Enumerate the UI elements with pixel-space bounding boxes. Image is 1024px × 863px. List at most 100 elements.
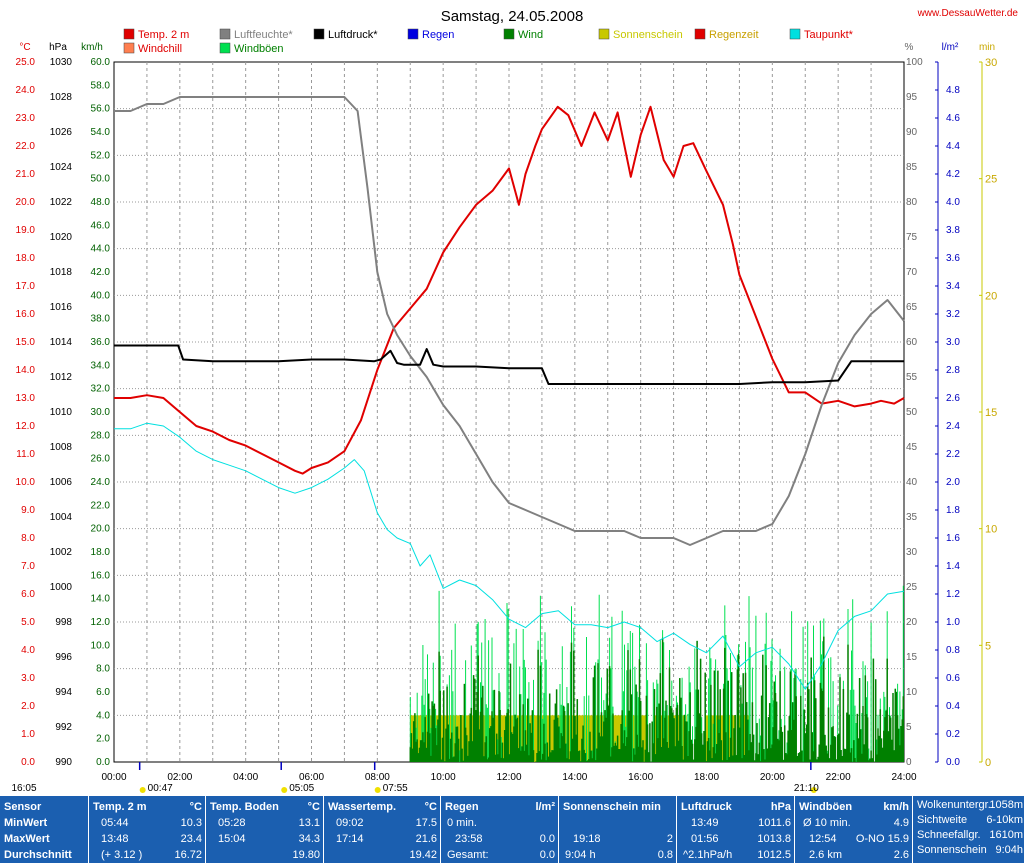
pressure-tick-label: 1022: [50, 197, 73, 208]
temp-tick-label: 24.0: [16, 85, 36, 96]
temp-tick-label: 4.0: [21, 645, 35, 656]
temp-tick-label: 21.0: [16, 169, 36, 180]
wind-tick-label: 8.0: [96, 664, 110, 675]
minutes-tick-label: 30: [985, 57, 997, 69]
wind-tick-label: 32.0: [91, 384, 111, 395]
boeen-avg2-val: 2.6: [893, 849, 909, 861]
temp-tick-label: 13.0: [16, 393, 36, 404]
legend-label: Luftdruck*: [328, 29, 378, 41]
footer-col-boeen: Windböen km/h Ø 10 min. 4.9 12:54 O-NO 15.9…: [794, 796, 913, 863]
misc-cloud-val: 1058m: [989, 799, 1023, 811]
rain-tick-label: 4.6: [946, 113, 960, 124]
wind-tick-label: 18.0: [91, 547, 111, 558]
legend-swatch: [123, 42, 135, 54]
chart-lines: [114, 96, 905, 690]
pressure-tick-label: 1024: [50, 162, 73, 173]
chart-title: Samstag, 24.05.2008: [441, 8, 584, 25]
minutes-tick-label: 5: [985, 640, 991, 652]
temp2m-min-time: 05:44: [101, 817, 129, 829]
footer-col-druck: Luftdruck hPa 13:49 1011.6 01:56 1013.8 ^2.…: [676, 796, 795, 863]
temp2m-max-val: 23.4: [180, 833, 202, 845]
legend-swatch: [219, 42, 231, 54]
misc-snow-val: 1610m: [989, 829, 1023, 841]
wind-tick-label: 20.0: [91, 524, 111, 535]
misc-vis-val: 6-10km: [986, 814, 1023, 826]
x-tick-label: 10:00: [431, 772, 456, 783]
rain-tick-label: 0.2: [946, 729, 960, 740]
footer-col-regen: Regen l/m² 0 min. 23:58 0.0 Gesamt: 0.0: [440, 796, 559, 863]
wind-tick-label: 24.0: [91, 477, 111, 488]
rain-unit: l/m²: [942, 42, 959, 53]
misc-vis-label: Sichtweite: [917, 814, 968, 826]
boeen-distance: 2.6 km: [809, 849, 843, 861]
humidity-tick-label: 85: [906, 162, 918, 173]
humidity-tick-label: 75: [906, 232, 918, 243]
sun-event-label: 07:55: [383, 783, 408, 794]
rain-tick-label: 0.6: [946, 673, 960, 684]
pressure-tick-label: 992: [55, 722, 72, 733]
wind-tick-label: 54.0: [91, 127, 111, 138]
pressure-tick-label: 998: [55, 617, 72, 628]
regen-max-val: 0.0: [539, 833, 555, 845]
wind-tick-label: 52.0: [91, 150, 111, 161]
website-link[interactable]: www.DessauWetter.de: [917, 8, 1019, 19]
rain-tick-label: 2.8: [946, 365, 960, 376]
chart-legend: Temp. 2 m Windchill Luftfeuchte* Windböen Lu…: [123, 28, 854, 55]
pressure-tick-label: 1000: [50, 582, 73, 593]
humidity-tick-label: 40: [906, 477, 918, 488]
x-tick-label: 22:00: [826, 772, 851, 783]
wasser-min-val: 17.5: [415, 817, 437, 829]
temp-tick-label: 18.0: [16, 253, 36, 264]
humidity-tick-label: 45: [906, 442, 918, 453]
temp-tick-label: 3.0: [21, 673, 35, 684]
rain-tick-label: 1.6: [946, 533, 960, 544]
footer-col-sonne: Sonnenschein min 19:18 2 9:04 h 0.8: [558, 796, 677, 863]
misc-sun-label: Sonnenschein: [917, 844, 987, 856]
regen-head: Regen: [445, 801, 479, 813]
temp2m-unit: °C: [189, 801, 202, 813]
regen-duration: 0 min.: [447, 817, 477, 829]
rain-tick-label: 2.2: [946, 449, 960, 460]
pressure-tick-label: 1016: [50, 302, 73, 313]
sonne-max-val: 2: [666, 833, 673, 845]
temp-tick-label: 19.0: [16, 225, 36, 236]
wind-tick-label: 46.0: [91, 220, 111, 231]
wasser-head: Wassertemp.: [328, 801, 397, 813]
tempboden-min-time: 05:28: [218, 817, 246, 829]
x-tick-label: 20:00: [760, 772, 785, 783]
temp-tick-label: 5.0: [21, 617, 35, 628]
humidity-line: [114, 96, 905, 546]
humidity-tick-label: 80: [906, 197, 918, 208]
wind-tick-label: 36.0: [91, 337, 111, 348]
rain-tick-label: 3.2: [946, 309, 960, 320]
tempboden-head: Temp. Boden: [210, 801, 279, 813]
wind-tick-label: 40.0: [91, 290, 111, 301]
temp2m-head: Temp. 2 m: [93, 801, 147, 813]
pressure-tick-label: 1004: [50, 512, 73, 523]
sun-event-label: 05:05: [289, 783, 314, 794]
wind-tick-label: 26.0: [91, 454, 111, 465]
dewpoint-line: [114, 422, 905, 690]
tempboden-max-time: 15:04: [218, 833, 246, 845]
regen-total-label: Gesamt:: [447, 849, 489, 861]
rain-tick-label: 1.0: [946, 617, 960, 628]
wind-tick-label: 12.0: [91, 617, 111, 628]
rain-tick-label: 2.4: [946, 421, 960, 432]
humidity-tick-label: 100: [906, 57, 923, 68]
x-tick-label: 06:00: [299, 772, 324, 783]
legend-label: Windböen: [234, 43, 284, 55]
druck-unit: hPa: [770, 801, 791, 813]
minutes-tick-label: 0: [985, 757, 991, 769]
humidity-tick-label: 0: [906, 757, 912, 768]
wind-tick-label: 14.0: [91, 594, 111, 605]
rain-tick-label: 0.0: [946, 757, 960, 768]
temp-tick-label: 11.0: [16, 449, 35, 460]
x-tick-label: 04:00: [233, 772, 258, 783]
humidity-unit: %: [905, 42, 914, 53]
wind-tick-label: 28.0: [91, 430, 111, 441]
x-tick-label: 02:00: [167, 772, 192, 783]
temp-tick-label: 2.0: [21, 701, 35, 712]
pressure-tick-label: 1008: [50, 442, 73, 453]
wind-tick-label: 10.0: [91, 640, 111, 651]
wasser-unit: °C: [424, 801, 437, 813]
